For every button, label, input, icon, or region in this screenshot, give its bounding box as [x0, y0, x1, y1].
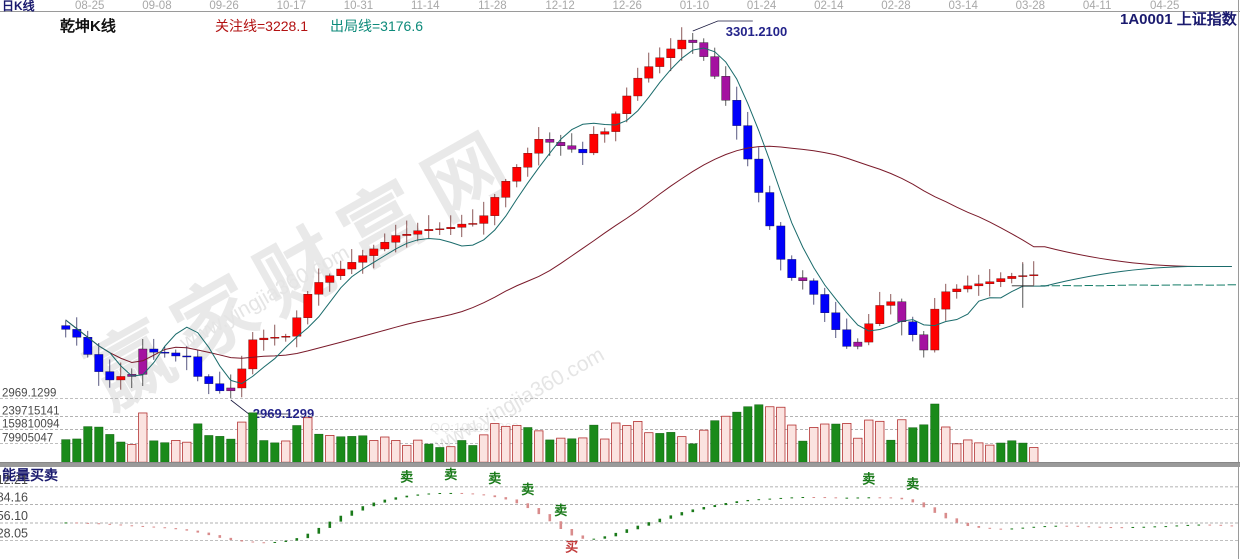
- svg-text:12-26: 12-26: [613, 0, 642, 12]
- svg-text:卖: 卖: [400, 470, 413, 485]
- svg-text:买: 买: [565, 539, 578, 554]
- svg-text:3301.2100: 3301.2100: [726, 24, 787, 39]
- svg-text:09-26: 09-26: [209, 0, 238, 12]
- svg-text:卖: 卖: [444, 467, 457, 482]
- svg-text:84.16: 84.16: [0, 491, 28, 505]
- svg-text:日K线: 日K线: [2, 0, 35, 13]
- svg-text:12-12: 12-12: [545, 0, 574, 12]
- svg-text:10-17: 10-17: [277, 0, 306, 12]
- svg-text:03-28: 03-28: [1016, 0, 1045, 12]
- svg-text:卖: 卖: [906, 476, 919, 491]
- svg-text:卖: 卖: [554, 503, 567, 518]
- svg-text:11-14: 11-14: [411, 0, 440, 12]
- svg-text:1A0001 上证指数: 1A0001 上证指数: [1120, 10, 1238, 28]
- svg-text:乾坤K线: 乾坤K线: [60, 17, 116, 35]
- svg-text:09-08: 09-08: [142, 0, 171, 12]
- svg-text:03-14: 03-14: [948, 0, 978, 12]
- svg-text:56.10: 56.10: [0, 509, 28, 523]
- svg-text:112.21: 112.21: [0, 473, 28, 487]
- svg-text:卖: 卖: [521, 482, 534, 497]
- svg-text:159810094: 159810094: [2, 419, 60, 431]
- svg-text:01-10: 01-10: [680, 0, 709, 12]
- svg-text:04-11: 04-11: [1083, 0, 1112, 12]
- svg-text:关注线=3228.1: 关注线=3228.1: [215, 18, 308, 34]
- svg-text:卖: 卖: [488, 471, 501, 486]
- svg-text:28.05: 28.05: [0, 526, 28, 540]
- svg-text:出局线=3176.6: 出局线=3176.6: [330, 18, 423, 34]
- svg-text:02-28: 02-28: [881, 0, 910, 12]
- svg-text:2969.1299: 2969.1299: [2, 388, 56, 400]
- svg-text:11-28: 11-28: [478, 0, 507, 12]
- svg-text:79905047: 79905047: [2, 432, 53, 444]
- svg-text:02-14: 02-14: [814, 0, 844, 12]
- svg-text:10-31: 10-31: [344, 0, 373, 12]
- svg-text:08-25: 08-25: [75, 0, 104, 12]
- svg-text:卖: 卖: [862, 471, 875, 486]
- svg-text:239715141: 239715141: [2, 406, 60, 418]
- svg-text:01-24: 01-24: [747, 0, 777, 12]
